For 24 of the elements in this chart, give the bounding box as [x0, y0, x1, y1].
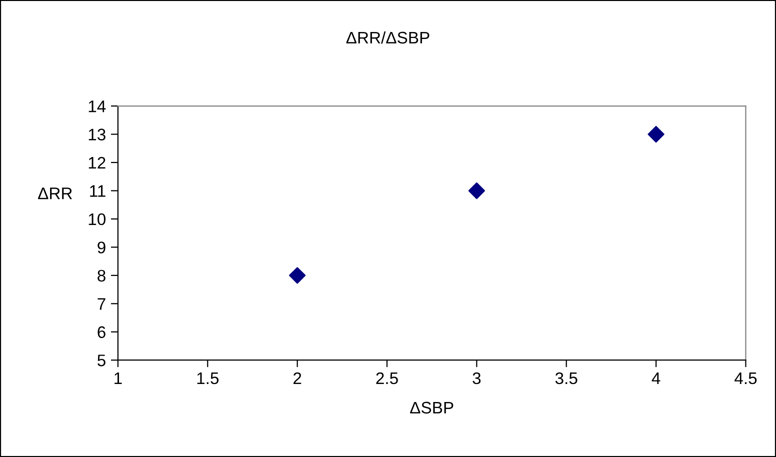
y-tick-label: 7 [98, 298, 106, 310]
y-axis-title: ΔRR [38, 188, 72, 200]
x-tick-label: 2.5 [376, 372, 398, 384]
y-tick-label: 13 [88, 128, 106, 140]
y-tick-label: 12 [88, 156, 106, 169]
x-tick-label: 2 [294, 372, 302, 384]
chart-title: ΔRR/ΔSBP [346, 31, 430, 44]
y-tick-label: 14 [88, 100, 106, 112]
x-tick-label: 3.5 [555, 372, 578, 384]
y-tick-label: 5 [98, 354, 106, 366]
point [289, 267, 306, 284]
y-tick-label: 8 [98, 270, 106, 282]
y-tick-label: 11 [90, 185, 106, 197]
point [468, 182, 485, 200]
x-tick-label: 4 [652, 372, 660, 384]
y-tick-label: 6 [98, 326, 106, 338]
x-tick-label: 1.5 [197, 372, 219, 384]
x-tick-label: 3 [472, 372, 481, 384]
y-tick-label: 9 [98, 242, 106, 254]
point [648, 126, 664, 143]
x-axis-title: ΔSBP [410, 402, 454, 414]
x-tick-label: 1 [114, 372, 122, 384]
y-tick-label: 10 [88, 213, 106, 226]
x-tick-label: 4.5 [734, 372, 757, 384]
